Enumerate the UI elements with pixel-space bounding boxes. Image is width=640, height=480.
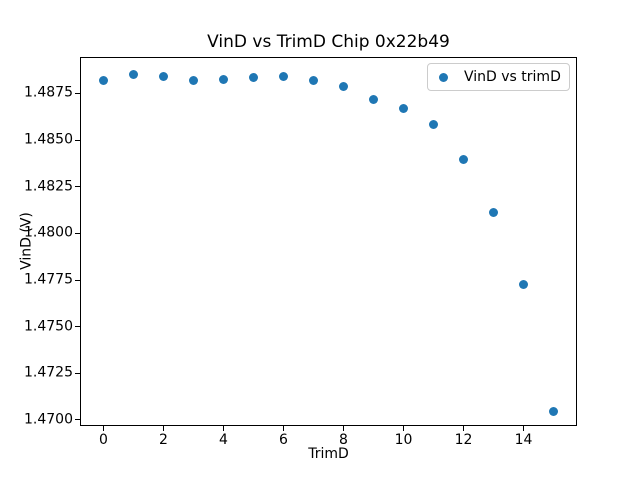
data-point [189,75,198,85]
data-point [219,75,228,85]
x-tick-label: 4 [219,432,228,448]
data-point [489,207,498,217]
y-tick-label: 1.4700 [24,411,73,428]
x-tick-mark [523,426,524,431]
data-point [249,72,258,82]
y-tick-label: 1.4825 [24,178,73,195]
data-point [309,75,318,85]
x-tick-label: 10 [394,432,413,448]
y-tick-mark [75,372,80,374]
y-tick-label: 1.4775 [24,271,73,288]
x-tick-mark [283,426,284,431]
data-point [129,70,138,80]
legend-marker-icon [439,72,448,82]
y-tick-mark [75,92,80,94]
x-tick-label: 8 [339,432,348,448]
data-point [99,75,108,85]
x-tick-mark [403,426,404,431]
y-tick-label: 1.4800 [24,224,73,241]
x-axis-label: TrimD [308,446,349,462]
data-point [549,407,558,417]
data-point [159,72,168,82]
legend: VinD vs trimD [427,63,570,91]
x-tick-label: 2 [159,432,168,448]
y-tick-mark [75,232,80,234]
data-point [339,82,348,92]
plot-area: VinD vs trimD 0 2 4 6 8 10 12 14 1.4700 1.4725 1.4… [24,57,577,448]
y-tick-label: 1.4725 [24,364,73,381]
x-tick-mark [223,426,224,431]
y-tick-mark [75,186,80,188]
x-tick-mark [343,426,344,431]
x-tick-label: 6 [279,432,288,448]
y-tick-mark [75,326,80,328]
y-tick-label: 1.4875 [24,84,73,101]
chart-title: VinD vs TrimD Chip 0x22b49 [207,32,450,52]
data-point [459,154,468,164]
data-point [369,95,378,105]
x-tick-label: 0 [99,432,108,448]
y-tick-label: 1.4750 [24,318,73,335]
y-tick-mark [75,419,80,421]
y-tick-mark [75,279,80,281]
data-point [399,103,408,113]
x-tick-mark [463,426,464,431]
y-tick-label: 1.4850 [24,131,73,148]
y-axis-label: VinD (V) [18,212,35,270]
data-point [279,71,288,81]
data-point [519,280,528,289]
x-tick-mark [163,426,164,431]
data-point [429,119,438,129]
x-tick-label: 12 [454,432,473,448]
legend-label: VinD vs trimD [464,68,561,85]
y-tick-mark [75,139,80,141]
x-tick-mark [103,426,104,431]
x-tick-label: 14 [514,432,533,448]
